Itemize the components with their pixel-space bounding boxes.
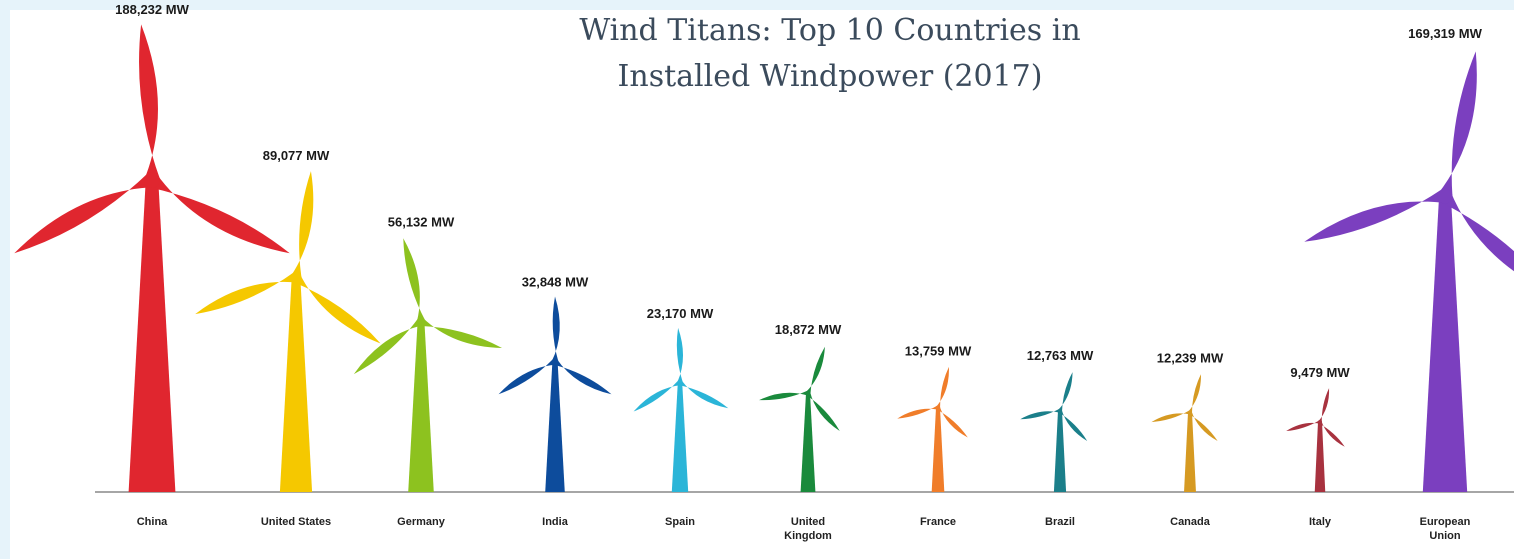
blade [678,380,729,409]
blade [1318,388,1330,423]
blade [551,296,560,362]
blade [1058,409,1088,441]
hub [144,172,160,188]
blade [1437,51,1477,198]
blade [419,317,503,348]
blade [1188,411,1218,442]
value-label: 13,759 MW [905,343,972,358]
value-label: 9,479 MW [1290,365,1350,380]
blade [403,238,426,323]
blade [353,318,424,375]
hub [1318,419,1322,424]
blade [290,171,314,279]
category-label: France [919,516,957,528]
turbine [498,296,612,492]
tower [1053,410,1067,492]
value-label: 169,319 MW [1408,26,1482,41]
blade [195,272,298,315]
hub [416,317,426,326]
blade [1057,372,1073,412]
tower [800,393,816,492]
value-label: 18,872 MW [775,322,842,337]
tower [1184,412,1196,492]
value-label: 32,848 MW [522,274,589,289]
tower [408,321,434,492]
turbine [353,238,503,492]
turbine [195,171,381,492]
blade [936,406,968,438]
value-label: 188,232 MW [115,2,189,17]
tower [128,180,176,492]
category-label: United Kingdom [784,516,832,542]
blade [139,24,161,181]
tower [1422,196,1468,492]
hub [935,405,941,410]
blade [1151,410,1191,423]
blade [935,366,949,409]
value-label: 12,239 MW [1157,351,1224,366]
chart-title: Wind Titans: Top 10 Countries in Install… [579,13,1081,94]
turbine [759,346,840,492]
blade [498,358,557,395]
blade [897,405,939,419]
blade [1286,420,1321,432]
category-label: China [136,516,168,528]
turbine [1304,51,1514,492]
tower [931,407,945,492]
tower [545,361,565,492]
turbine [633,327,729,492]
blade [806,391,840,432]
blade [759,390,809,401]
category-label: Italy [1308,516,1331,528]
hub [805,390,811,396]
tower [279,277,313,492]
tower [1314,421,1326,492]
blade [1188,374,1201,414]
hub [677,379,683,386]
turbine [1151,374,1218,492]
blade [14,172,156,254]
value-label: 23,170 MW [647,306,714,321]
hub [1437,188,1453,204]
hub [1057,408,1063,413]
blade [1318,420,1345,447]
value-label: 12,763 MW [1027,348,1094,363]
turbine [14,24,290,492]
category-label: European Union [1419,516,1471,542]
category-label: Canada [1170,516,1210,528]
blade [553,358,612,395]
category-label: India [542,516,568,528]
category-label: United States [260,516,332,528]
turbine [1286,388,1345,492]
category-label: Brazil [1045,516,1075,528]
blade [1020,408,1061,420]
value-label: 89,077 MW [263,148,330,163]
blade [1439,190,1514,296]
value-label: 56,132 MW [388,214,455,229]
hub [290,272,302,283]
blade [676,327,684,383]
category-label: Spain [665,516,695,528]
turbine [897,366,968,492]
category-label: Germany [397,516,445,528]
blade [148,172,290,254]
blade [292,272,381,344]
blade [633,380,682,412]
turbine [1020,372,1088,492]
hub [1188,410,1192,415]
tower [671,382,689,492]
blade [805,346,825,395]
blade [1304,188,1448,242]
hub [551,358,559,365]
